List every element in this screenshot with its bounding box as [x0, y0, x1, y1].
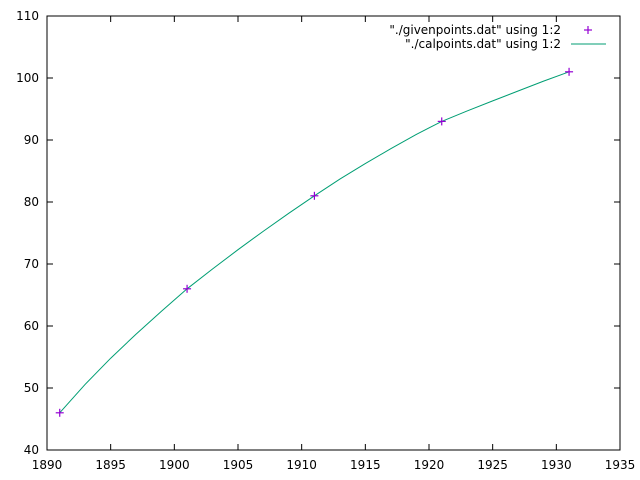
tick-marks [46, 15, 621, 451]
y-tick-label: 70 [24, 257, 39, 271]
x-tick-label: 1905 [223, 458, 254, 472]
data-point-marker [565, 67, 574, 76]
y-tick-label: 100 [16, 71, 39, 85]
y-tick-label: 110 [16, 9, 39, 23]
plot-frame [46, 15, 621, 451]
x-tick-label: 1935 [605, 458, 636, 472]
x-tick-label: 1915 [350, 458, 381, 472]
x-tick-label: 1920 [414, 458, 445, 472]
legend-label-given-points: "./givenpoints.dat" using 1:2 [389, 23, 561, 37]
legend: "./givenpoints.dat" using 1:2 "./calpoin… [389, 23, 606, 51]
x-tick-label: 1900 [159, 458, 190, 472]
y-tick-label: 80 [24, 195, 39, 209]
data-point-marker [310, 191, 319, 200]
data-point-marker [55, 408, 64, 417]
legend-plus-icon [584, 26, 592, 34]
x-tick-label: 1930 [541, 458, 572, 472]
y-tick-label: 50 [24, 381, 39, 395]
plot-series [55, 67, 574, 417]
data-point-marker [183, 284, 192, 293]
x-tick-label: 1925 [477, 458, 508, 472]
data-point-marker [437, 117, 446, 126]
x-tick-label: 1890 [32, 458, 63, 472]
series-line-calpoints [59, 71, 570, 414]
tick-labels: 1890 1895 1900 1905 1910 1915 1920 1925 1930 1935… [16, 9, 635, 472]
legend-sample-plus-marker [584, 26, 592, 34]
y-tick-label: 40 [24, 443, 39, 457]
x-tick-label: 1910 [286, 458, 317, 472]
y-tick-label: 60 [24, 319, 39, 333]
x-tick-label: 1895 [95, 458, 126, 472]
legend-label-calc-points: "./calpoints.dat" using 1:2 [405, 37, 561, 51]
y-tick-label: 90 [24, 133, 39, 147]
